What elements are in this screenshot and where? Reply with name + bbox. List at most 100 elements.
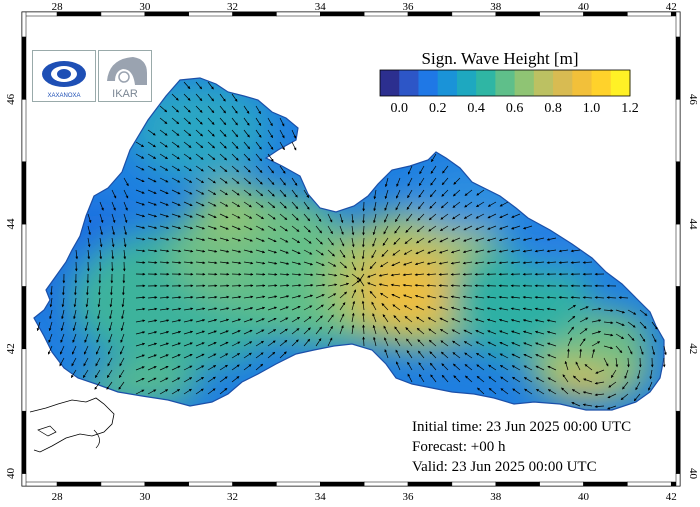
wave-arrow bbox=[511, 353, 521, 359]
wave-arrow bbox=[339, 313, 345, 323]
wave-arrow bbox=[339, 325, 344, 335]
wave-arrow bbox=[465, 375, 473, 383]
wave-arrow bbox=[378, 273, 389, 277]
wave-arrow bbox=[579, 338, 586, 347]
wave-arrow bbox=[303, 237, 312, 244]
wave-arrow bbox=[395, 337, 401, 347]
colorbar-swatch bbox=[610, 70, 631, 96]
wave-arrow bbox=[351, 273, 360, 280]
wave-arrow bbox=[72, 321, 77, 332]
wave-arrow bbox=[255, 153, 263, 162]
wave-arrow bbox=[404, 237, 413, 244]
wave-arrow bbox=[618, 296, 629, 299]
wave-arrow bbox=[183, 93, 191, 101]
wave-arrow bbox=[171, 201, 181, 206]
wave-arrow bbox=[428, 213, 437, 221]
wave-arrow bbox=[384, 337, 389, 347]
wave-arrow bbox=[267, 340, 276, 347]
wave-arrow bbox=[291, 201, 299, 210]
wave-arrow bbox=[84, 333, 89, 343]
wave-arrow bbox=[351, 249, 356, 260]
colorbar-tick-label: 0.4 bbox=[467, 101, 485, 116]
wave-arrow bbox=[183, 225, 194, 230]
wave-arrow bbox=[147, 261, 158, 264]
wave-arrow bbox=[183, 177, 193, 183]
lon-tick-bottom: 42 bbox=[666, 491, 677, 503]
wave-arrow bbox=[219, 388, 228, 395]
wave-arrow bbox=[135, 189, 145, 194]
wave-arrow bbox=[584, 364, 593, 371]
wave-arrow bbox=[279, 317, 289, 323]
wave-arrow bbox=[255, 201, 264, 208]
colorbar bbox=[379, 69, 631, 97]
wave-arrow bbox=[99, 201, 104, 211]
wave-arrow bbox=[159, 249, 170, 253]
wave-arrow bbox=[87, 225, 91, 236]
wave-arrow bbox=[534, 261, 545, 265]
frame-bar bbox=[232, 481, 277, 487]
wave-arrow bbox=[594, 405, 605, 408]
wave-arrow bbox=[231, 105, 238, 114]
wave-arrow bbox=[429, 189, 437, 198]
wave-arrow bbox=[372, 237, 377, 247]
wave-arrow bbox=[111, 237, 115, 248]
wave-arrow bbox=[327, 314, 334, 323]
wave-arrow bbox=[83, 357, 89, 367]
wave-arrow bbox=[608, 381, 617, 388]
wave-arrow bbox=[402, 273, 413, 277]
wave-arrow bbox=[327, 303, 335, 311]
wave-arrow bbox=[486, 249, 497, 253]
wave-arrow bbox=[439, 249, 449, 254]
wave-arrow bbox=[452, 189, 461, 197]
wave-arrow bbox=[476, 364, 485, 371]
wave-arrow bbox=[255, 363, 264, 371]
wave-arrow bbox=[591, 330, 602, 335]
wave-arrow bbox=[219, 105, 226, 114]
wave-arrow bbox=[579, 306, 589, 311]
wave-arrow bbox=[195, 330, 205, 335]
lon-tick-top: 34 bbox=[315, 1, 327, 13]
wave-arrow bbox=[627, 345, 633, 355]
wave-arrow bbox=[339, 249, 346, 258]
wave-arrow bbox=[417, 213, 425, 221]
wave-arrow bbox=[524, 388, 533, 395]
latitude-ticks-right: 40 42 44 46 bbox=[687, 94, 699, 480]
wave-arrow bbox=[231, 295, 242, 299]
wave-arrow bbox=[267, 117, 273, 127]
wave-arrow bbox=[106, 381, 113, 390]
wave-arrow bbox=[99, 213, 104, 224]
wave-arrow bbox=[183, 153, 192, 160]
wave-arrow bbox=[121, 309, 125, 320]
wave-arrow bbox=[183, 237, 194, 241]
wave-arrow bbox=[183, 249, 194, 253]
lon-tick-bottom: 38 bbox=[490, 491, 502, 503]
wave-arrow bbox=[405, 225, 413, 233]
wave-arrow bbox=[267, 213, 276, 220]
wave-arrow bbox=[450, 249, 461, 254]
wave-arrow bbox=[47, 345, 53, 355]
wave-arrow bbox=[183, 165, 192, 172]
frame-bar bbox=[21, 223, 27, 287]
wave-arrow bbox=[500, 388, 509, 395]
frame-bar bbox=[21, 161, 27, 225]
wave-arrow bbox=[546, 295, 557, 299]
wave-arrow bbox=[171, 354, 181, 359]
wave-arrow bbox=[403, 249, 413, 255]
colorbar-tick-label: 0.8 bbox=[544, 101, 562, 116]
wave-arrow bbox=[303, 327, 311, 335]
wave-arrow bbox=[279, 225, 288, 232]
colorbar-swatch bbox=[495, 70, 516, 96]
wave-arrow bbox=[195, 201, 205, 207]
wave-arrow bbox=[207, 342, 217, 347]
wave-arrow bbox=[498, 318, 509, 323]
wave-arrow bbox=[607, 393, 617, 399]
wave-arrow bbox=[315, 213, 322, 222]
frame-bar bbox=[675, 348, 681, 412]
wave-arrow bbox=[383, 325, 389, 335]
wave-arrow bbox=[207, 141, 216, 149]
wave-arrow bbox=[498, 261, 509, 265]
wave-arrow bbox=[255, 165, 263, 173]
wave-arrow bbox=[279, 141, 285, 151]
wave-arrow bbox=[279, 273, 290, 276]
wave-arrow bbox=[474, 249, 485, 253]
